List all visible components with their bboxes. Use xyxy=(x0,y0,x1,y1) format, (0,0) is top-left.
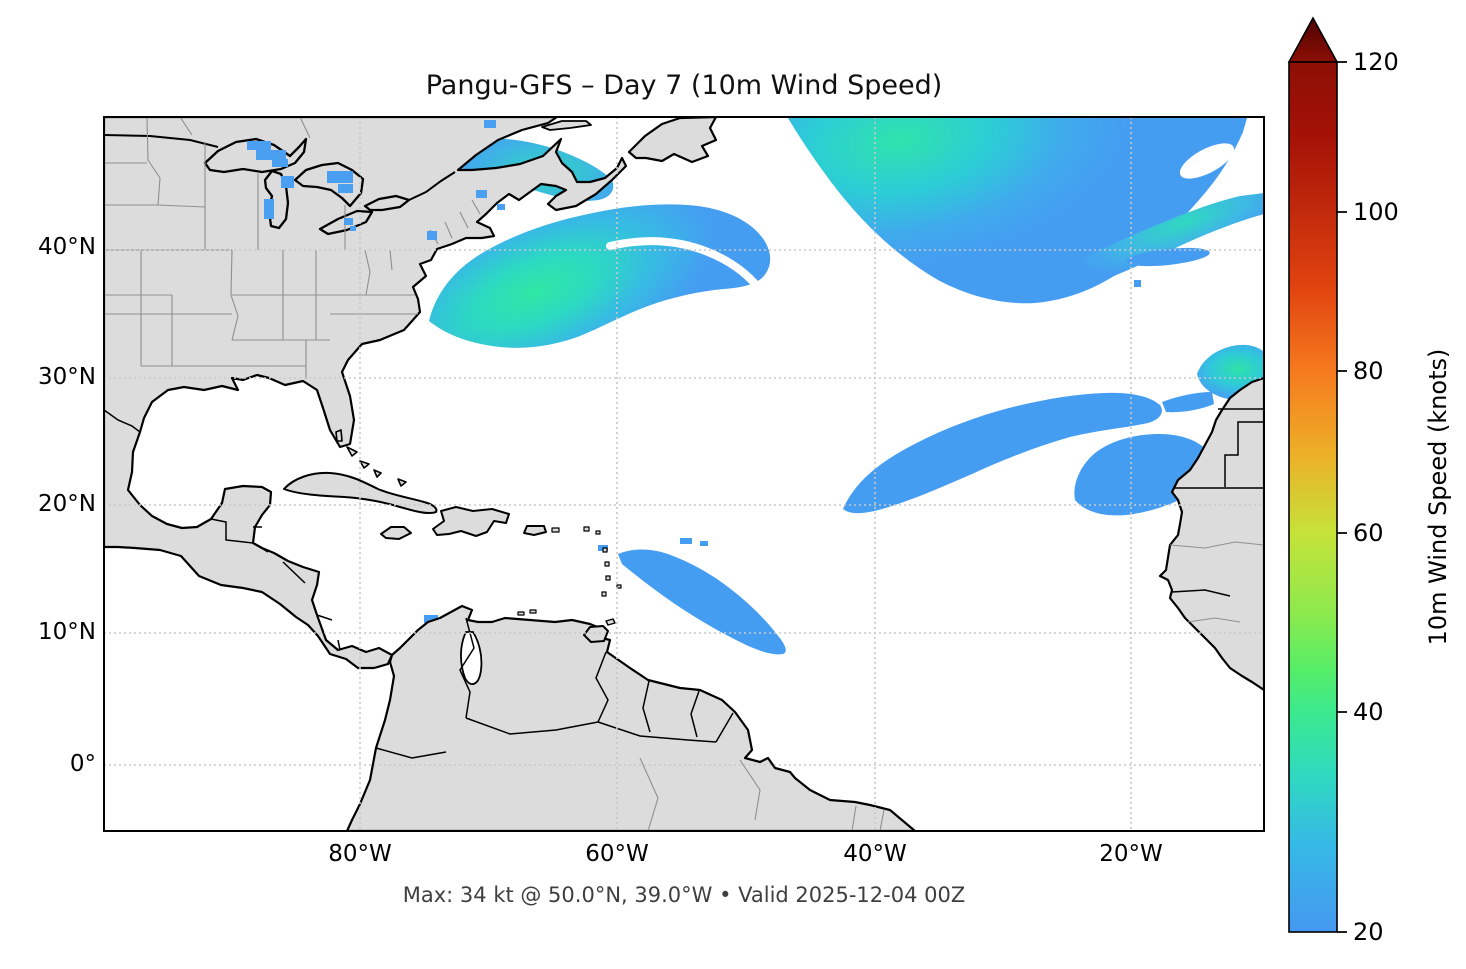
wind-region-subtropics-band xyxy=(843,392,1162,514)
wind-region-northeast-streak xyxy=(1026,193,1264,295)
colorbar-tick-120: 120 xyxy=(1353,48,1399,76)
land-bahamas xyxy=(335,429,407,487)
y-tick-0: 0° xyxy=(69,751,96,777)
x-tick-20w: 20°W xyxy=(1099,841,1163,867)
land-puerto-rico xyxy=(523,525,547,536)
land-lesser-antilles xyxy=(517,526,622,616)
land-anticosti xyxy=(541,120,592,131)
land-south-america xyxy=(345,604,917,831)
colorbar-tick-60: 60 xyxy=(1353,519,1384,547)
land-newfoundland xyxy=(627,117,718,164)
y-tick-20n: 20°N xyxy=(38,491,96,517)
colorbar-tick-100: 100 xyxy=(1353,198,1399,226)
country-borders xyxy=(104,134,1264,759)
chart-title: Pangu-GFS – Day 7 (10m Wind Speed) xyxy=(425,70,943,101)
colorbar xyxy=(1287,16,1347,933)
x-tick-80w: 80°W xyxy=(328,841,392,867)
x-tick-40w: 40°W xyxy=(843,841,907,867)
y-tick-30n: 30°N xyxy=(38,364,96,390)
colorbar-axis-label: 10m Wind Speed (knots) xyxy=(1424,348,1452,646)
lake-ontario xyxy=(363,194,411,212)
colorbar-tick-marks xyxy=(1337,61,1347,933)
land-masses xyxy=(104,117,1264,831)
wind-region-tropical xyxy=(618,549,786,655)
colorbar-tick-20: 20 xyxy=(1353,918,1384,946)
land-hispaniola xyxy=(432,506,510,537)
land-jamaica xyxy=(380,526,412,540)
wind-region-east-coast xyxy=(429,204,771,348)
plot-frame xyxy=(103,116,1265,832)
y-tick-40n: 40°N xyxy=(38,234,96,260)
max-value-caption: Max: 34 kt @ 50.0°N, 39.0°W • Valid 2025… xyxy=(402,883,966,907)
wind-specks-lakes xyxy=(247,120,505,240)
wind-region-shading xyxy=(424,118,1264,655)
colorbar-extend-arrow xyxy=(1287,16,1339,63)
gridlines xyxy=(104,117,1264,831)
lake-maracaibo xyxy=(460,631,483,685)
y-tick-10n: 10°N xyxy=(38,619,96,645)
colorbar-tick-40: 40 xyxy=(1353,698,1384,726)
land-trinidad xyxy=(583,625,609,643)
land-tobago xyxy=(605,618,616,626)
colorbar-tick-80: 80 xyxy=(1353,357,1384,385)
x-tick-60w: 60°W xyxy=(585,841,649,867)
colorbar-gradient-bar xyxy=(1288,61,1338,933)
